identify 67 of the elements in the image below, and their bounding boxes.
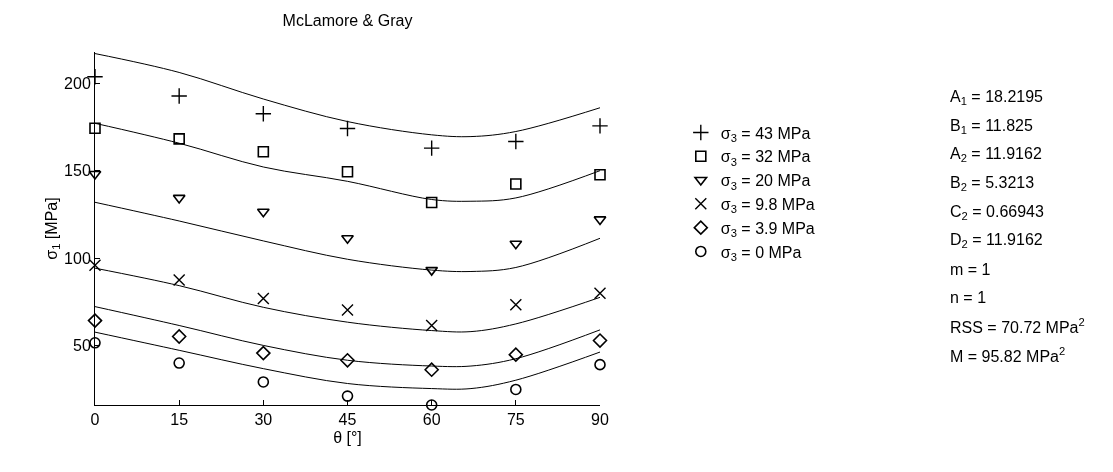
- x-axis-title: θ [°]: [333, 428, 362, 446]
- text: M = 95.82 MPa$^{2}$: [950, 345, 1066, 365]
- point: [172, 273, 186, 287]
- point: [507, 133, 525, 150]
- text: B$_{2}$ = 5.3213: [950, 174, 1035, 194]
- point: [510, 178, 522, 190]
- point: [257, 376, 270, 388]
- point: [339, 120, 356, 137]
- y-tick-label: 100: [64, 249, 91, 267]
- point: [425, 266, 439, 276]
- point: [594, 358, 606, 371]
- point: [256, 208, 270, 218]
- text: A$_{2}$ = 11.9162: [950, 145, 1042, 165]
- x-tick-label: 45: [338, 411, 357, 429]
- text: RSS = 70.72 MPa$^{2}$: [950, 316, 1085, 336]
- text: D$_{2}$ = 11.9162: [950, 231, 1043, 251]
- point: [172, 194, 186, 204]
- point: [593, 216, 607, 226]
- point: [340, 234, 355, 245]
- y-tick-label: 150: [64, 162, 91, 180]
- x-tick-label: 60: [422, 411, 441, 429]
- point: [424, 362, 439, 377]
- point: [594, 168, 606, 181]
- legend-label: σ$_{3}$ = 43 MPa: [720, 124, 811, 145]
- point: [89, 122, 101, 134]
- legend-label: σ$_{3}$ = 3.9 MPa: [720, 219, 815, 240]
- point: [508, 347, 524, 362]
- legend-label: σ$_{3}$ = 0 MPa: [720, 243, 802, 264]
- point: [425, 196, 438, 209]
- point: [425, 399, 438, 411]
- point: [256, 345, 271, 361]
- point: [591, 117, 609, 135]
- point: [341, 303, 354, 317]
- legend-label: σ$_{3}$ = 20 MPa: [720, 172, 811, 192]
- point: [87, 313, 103, 328]
- point: [173, 133, 185, 145]
- point: [340, 352, 355, 368]
- x-tick-label: 15: [170, 411, 189, 429]
- point: [257, 145, 270, 158]
- point: [170, 87, 188, 105]
- point: [425, 319, 438, 332]
- y-tick-label: 50: [73, 337, 91, 355]
- text: n = 1: [950, 289, 987, 306]
- point: [423, 139, 441, 157]
- point: [593, 287, 607, 300]
- chart-title: McLamore & Gray: [282, 11, 413, 29]
- text: m = 1: [950, 261, 991, 278]
- point: [257, 292, 270, 305]
- text: B$_{1}$ = 11.825: [950, 117, 1033, 137]
- legend-label: σ$_{3}$ = 9.8 MPa: [720, 196, 815, 216]
- text: C$_{2}$ = 0.66943: [950, 203, 1044, 223]
- x-tick-label: 30: [254, 411, 273, 429]
- point: [254, 105, 272, 123]
- point: [509, 240, 523, 250]
- legend-label: σ$_{3}$ = 32 MPa: [720, 148, 811, 168]
- x-tick-label: 0: [90, 411, 100, 429]
- x-tick-label: 90: [591, 411, 609, 429]
- point: [173, 357, 185, 369]
- point: [592, 333, 608, 348]
- x-tick-label: 75: [506, 411, 525, 429]
- point: [341, 390, 354, 402]
- text: A$_{1}$ = 18.2195: [950, 88, 1044, 108]
- point: [341, 165, 354, 178]
- point: [510, 383, 522, 396]
- point: [509, 298, 523, 311]
- y-tick-label: 200: [64, 75, 91, 93]
- point: [171, 329, 187, 344]
